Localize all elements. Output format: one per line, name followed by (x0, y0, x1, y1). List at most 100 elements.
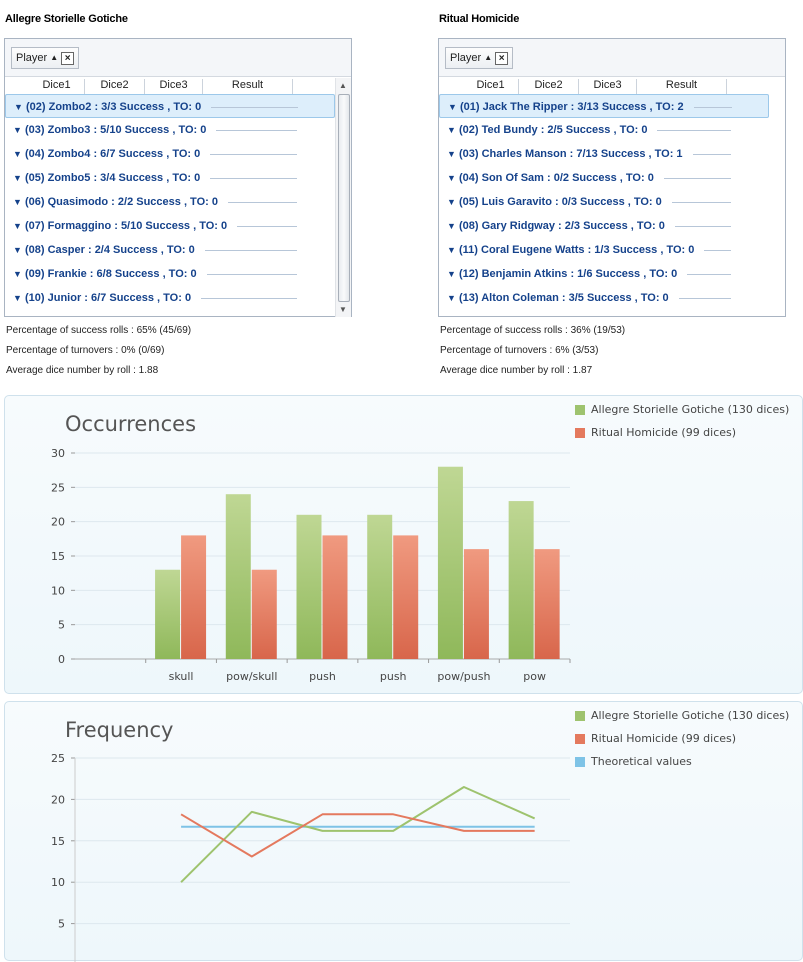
group-row-label: (03) Charles Manson : 7/13 Success , TO:… (459, 148, 683, 160)
legend-label: Ritual Homicide (99 dices) (591, 426, 737, 439)
legend-item[interactable]: Theoretical values (575, 750, 789, 773)
legend-item[interactable]: Ritual Homicide (99 dices) (575, 727, 789, 750)
group-row-label: (09) Frankie : 6/8 Success , TO: 0 (25, 268, 197, 280)
chevron-down-icon[interactable]: ▼ (447, 149, 456, 159)
group-row[interactable]: ▼ (09) Frankie : 6/8 Success , TO: 0 (5, 262, 335, 286)
group-row[interactable]: ▼ (08) Casper : 2/4 Success , TO: 0 (5, 238, 335, 262)
column-result[interactable]: Result (203, 79, 293, 94)
group-row[interactable]: ▼ (10) Junior : 6/7 Success , TO: 0 (5, 286, 335, 310)
group-row-label: (01) Jack The Ripper : 3/13 Success , TO… (460, 101, 684, 113)
scroll-thumb[interactable] (338, 94, 350, 302)
avg-dice: Average dice number by roll : 1.87 (440, 365, 593, 376)
group-row[interactable]: ▼ (05) Luis Garavito : 0/3 Success , TO: … (439, 190, 769, 214)
group-row-label: (07) Formaggino : 5/10 Success , TO: 0 (25, 220, 228, 232)
sort-asc-icon: ▲ (484, 53, 493, 62)
column-dice3[interactable]: Dice3 (145, 79, 203, 94)
group-row[interactable]: ▼ (02) Ted Bundy : 2/5 Success , TO: 0 (439, 118, 769, 142)
close-icon[interactable]: × (61, 51, 75, 65)
chevron-down-icon[interactable]: ▼ (447, 245, 456, 255)
turnover-rate: Percentage of turnovers : 6% (3/53) (440, 345, 599, 356)
column-headers: Dice1 Dice2 Dice3 Result (5, 78, 335, 94)
group-chip-player[interactable]: Player ▲ × (445, 47, 514, 69)
group-row[interactable]: ▼ (04) Son Of Sam : 0/2 Success , TO: 0 (439, 166, 769, 190)
chevron-down-icon[interactable]: ▼ (14, 102, 23, 112)
legend-item[interactable]: Ritual Homicide (99 dices) (575, 421, 789, 444)
legend-swatch (575, 733, 585, 744)
column-dice2[interactable]: Dice2 (85, 79, 145, 94)
occurrences-chart-panel: Occurrences 0 5 10 15 20 25 30 skull pow/skull pu… (4, 395, 803, 694)
column-headers: Dice1 Dice2 Dice3 Result (439, 78, 769, 94)
chevron-down-icon[interactable]: ▼ (13, 245, 22, 255)
x-tick-label: pow (523, 670, 546, 683)
group-row-label: (08) Gary Ridgway : 2/3 Success , TO: 0 (459, 220, 665, 232)
bar-team-b (393, 535, 419, 659)
group-row[interactable]: ▼ (06) Quasimodo : 2/2 Success , TO: 0 (5, 190, 335, 214)
group-row[interactable]: ▼ (11) Coral Eugene Watts : 1/3 Success ,… (439, 238, 769, 262)
y-tick-label: 15 (51, 550, 65, 563)
column-dice1[interactable]: Dice1 (29, 79, 85, 94)
chevron-down-icon[interactable]: ▼ (447, 221, 456, 231)
group-row[interactable]: ▼ (04) Zombo4 : 6/7 Success , TO: 0 (5, 142, 335, 166)
group-separator-line (679, 298, 731, 299)
close-icon[interactable]: × (495, 51, 509, 65)
group-row[interactable]: ▼ (03) Zombo3 : 5/10 Success , TO: 0 (5, 118, 335, 142)
chevron-down-icon[interactable]: ▼ (13, 149, 22, 159)
group-row[interactable]: ▼ (02) Zombo2 : 3/3 Success , TO: 0 (5, 94, 335, 118)
group-bar: Player ▲ × (439, 39, 785, 77)
x-tick-label: pow/push (437, 670, 490, 683)
chevron-down-icon[interactable]: ▼ (13, 173, 22, 183)
group-row[interactable]: ▼ (07) Formaggino : 5/10 Success , TO: 0 (5, 214, 335, 238)
legend-label: Allegre Storielle Gotiche (130 dices) (591, 403, 790, 416)
chart-title: Occurrences (65, 412, 197, 436)
chevron-down-icon[interactable]: ▼ (447, 125, 456, 135)
group-row[interactable]: ▼ (03) Charles Manson : 7/13 Success , TO… (439, 142, 769, 166)
group-rows: ▼ (01) Jack The Ripper : 3/13 Success , T… (439, 94, 769, 310)
player-roll-grid: Player ▲ × Dice1 Dice2 Dice3 Result ▼ (02… (4, 38, 352, 317)
y-tick-label: 25 (51, 752, 65, 765)
legend-item[interactable]: Allegre Storielle Gotiche (130 dices) (575, 704, 789, 727)
chevron-down-icon[interactable]: ▼ (13, 293, 22, 303)
chevron-down-icon[interactable]: ▼ (448, 102, 457, 112)
y-tick-label: 30 (51, 447, 65, 460)
vertical-scrollbar[interactable]: ▲ ▼ (335, 78, 351, 317)
y-tick-label: 5 (58, 918, 65, 931)
group-chip-label: Player (16, 52, 48, 64)
line-team-a (180, 785, 536, 883)
column-result[interactable]: Result (637, 79, 727, 94)
group-separator-line (693, 154, 731, 155)
scroll-up-icon[interactable]: ▲ (339, 81, 347, 90)
group-row[interactable]: ▼ (05) Zombo5 : 3/4 Success , TO: 0 (5, 166, 335, 190)
group-separator-line (228, 202, 297, 203)
chevron-down-icon[interactable]: ▼ (13, 125, 22, 135)
group-chip-player[interactable]: Player ▲ × (11, 47, 80, 69)
chart-legend: Allegre Storielle Gotiche (130 dices) Rit… (575, 398, 789, 444)
chevron-down-icon[interactable]: ▼ (447, 197, 456, 207)
success-rate: Percentage of success rolls : 65% (45/69… (6, 325, 192, 336)
group-separator-line (672, 202, 731, 203)
chevron-down-icon[interactable]: ▼ (13, 269, 22, 279)
line-team-b (180, 813, 535, 858)
legend-item[interactable]: Allegre Storielle Gotiche (130 dices) (575, 398, 789, 421)
bar-team-b (181, 535, 207, 659)
chevron-down-icon[interactable]: ▼ (447, 269, 456, 279)
column-dice1[interactable]: Dice1 (463, 79, 519, 94)
team-title: Allegre Storielle Gotiche (5, 13, 128, 25)
group-separator-line (210, 154, 297, 155)
player-roll-grid: Player ▲ × Dice1 Dice2 Dice3 Result ▼ (01… (438, 38, 786, 317)
group-row[interactable]: ▼ (01) Jack The Ripper : 3/13 Success , T… (439, 94, 769, 118)
chevron-down-icon[interactable]: ▼ (13, 197, 22, 207)
legend-swatch (575, 710, 585, 721)
column-dice3[interactable]: Dice3 (579, 79, 637, 94)
group-row[interactable]: ▼ (08) Gary Ridgway : 2/3 Success , TO: 0 (439, 214, 769, 238)
scroll-down-icon[interactable]: ▼ (339, 305, 347, 314)
group-row[interactable]: ▼ (13) Alton Coleman : 3/5 Success , TO: … (439, 286, 769, 310)
group-row[interactable]: ▼ (12) Benjamin Atkins : 1/6 Success , TO… (439, 262, 769, 286)
y-tick-label: 20 (51, 793, 65, 806)
group-row-label: (04) Son Of Sam : 0/2 Success , TO: 0 (459, 172, 654, 184)
group-separator-line (237, 226, 297, 227)
chevron-down-icon[interactable]: ▼ (13, 221, 22, 231)
column-dice2[interactable]: Dice2 (519, 79, 579, 94)
group-row-label: (06) Quasimodo : 2/2 Success , TO: 0 (25, 196, 218, 208)
chevron-down-icon[interactable]: ▼ (447, 173, 456, 183)
chevron-down-icon[interactable]: ▼ (447, 293, 456, 303)
